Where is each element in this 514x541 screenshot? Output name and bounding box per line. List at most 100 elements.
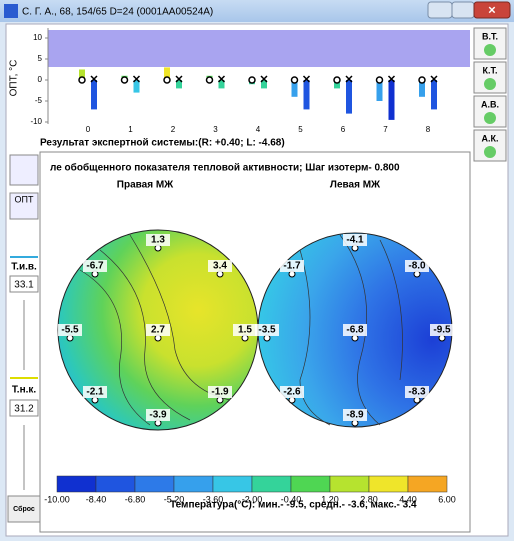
bar xyxy=(334,80,340,89)
point-label: -6.7 xyxy=(86,261,104,272)
side-button-label: К.Т. xyxy=(483,65,498,75)
button-icon xyxy=(484,146,496,158)
y-tick-label: -10 xyxy=(30,117,42,126)
point-label: 2.7 xyxy=(151,325,165,336)
marker-x: ✕ xyxy=(302,74,311,86)
y-tick-label: 10 xyxy=(33,33,42,42)
reset: Сброс xyxy=(13,505,35,513)
x-tick-label: 6 xyxy=(341,125,346,134)
marker-x: ✕ xyxy=(387,74,396,86)
point-label-bg xyxy=(280,386,304,398)
bar xyxy=(91,80,97,110)
point-label-bg xyxy=(208,386,232,398)
y-tick-label: 5 xyxy=(38,54,43,63)
colorbar-segment xyxy=(368,475,409,493)
point-label-bg xyxy=(343,324,367,336)
point-label: -3.5 xyxy=(258,325,276,336)
marker-x: ✕ xyxy=(132,74,141,86)
stats: Температура(°C): мин.- -9.5, средн.- -3.… xyxy=(170,500,417,511)
point-label-bg xyxy=(430,324,454,336)
marker-x: ✕ xyxy=(344,74,353,86)
colorbar-label: -5.20 xyxy=(164,494,185,504)
point-label: 1.3 xyxy=(151,235,165,246)
colorbar-segment xyxy=(173,475,214,493)
point-label-bg xyxy=(255,324,279,336)
point-label-bg xyxy=(83,260,107,272)
x-tick-label: 4 xyxy=(256,125,261,134)
y-tick-label: 0 xyxy=(38,75,43,84)
marker-x: ✕ xyxy=(429,74,438,86)
t-iv: 33.1 xyxy=(14,280,34,291)
marker-o xyxy=(248,76,256,84)
point-label: 3.4 xyxy=(213,261,227,272)
marker-o xyxy=(205,76,214,84)
point-label: -8.9 xyxy=(346,410,364,421)
marker-o xyxy=(418,76,426,84)
point-label-bg xyxy=(405,386,429,398)
point-label: -2.6 xyxy=(283,387,301,398)
marker-o xyxy=(163,76,171,84)
bar xyxy=(303,80,310,110)
t-iv-box[interactable] xyxy=(9,275,39,293)
colorbar-segment xyxy=(95,475,136,493)
point-label: -1.7 xyxy=(283,261,301,272)
map-title: Левая МЖ xyxy=(330,180,381,191)
norm-band xyxy=(48,30,470,67)
point-label: -3.9 xyxy=(149,410,167,421)
minimize[interactable] xyxy=(427,1,453,19)
point-label: 1.5 xyxy=(238,325,252,336)
point-label: -5.5 xyxy=(61,325,79,336)
x-tick-label: 7 xyxy=(383,125,388,134)
bar xyxy=(79,69,85,80)
map-title: Правая МЖ xyxy=(117,180,174,191)
button-icon xyxy=(484,44,496,56)
point-label: -1.9 xyxy=(211,387,229,398)
bar xyxy=(346,80,352,114)
colorbar-segment xyxy=(134,475,175,493)
x-tick-label: 8 xyxy=(426,125,431,134)
bar xyxy=(133,80,140,93)
point-label-bg xyxy=(58,324,82,336)
point-label: -2.1 xyxy=(86,387,104,398)
colorbar-label: 2.80 xyxy=(360,494,378,504)
side-button-label: А.В. xyxy=(481,99,499,109)
x-tick-label: 2 xyxy=(171,125,176,134)
point-label-bg xyxy=(83,386,107,398)
colorbar-label: -2.00 xyxy=(242,494,263,504)
heading: ле обобщенного показателя тепловой актив… xyxy=(50,162,400,174)
marker-o xyxy=(290,76,299,84)
isotherms xyxy=(79,234,403,426)
side-button-label: А.К. xyxy=(482,133,499,143)
colorbar-segment xyxy=(329,475,370,493)
reset-button[interactable] xyxy=(7,495,41,523)
t-iv-label: Т.и.в. xyxy=(11,262,37,273)
marker-o xyxy=(120,76,129,84)
colorbar-segment xyxy=(212,475,253,493)
opt-button[interactable] xyxy=(9,192,39,220)
maximize[interactable] xyxy=(451,1,475,19)
point-label-bg xyxy=(405,260,429,272)
colorbar-label: -0.40 xyxy=(281,494,302,504)
point-label-bg xyxy=(343,234,367,246)
button-icon xyxy=(484,78,496,90)
colorbar-label: -6.80 xyxy=(125,494,146,504)
marker-o xyxy=(375,76,384,84)
marker-x: ✕ xyxy=(174,74,183,86)
close[interactable] xyxy=(473,1,511,19)
colorbar-segment xyxy=(56,475,97,493)
marker-x: ✕ xyxy=(89,74,98,86)
t-nk-box[interactable] xyxy=(9,399,39,417)
point-label-bg xyxy=(146,409,170,421)
bar xyxy=(388,80,395,120)
close-x: ✕ xyxy=(488,6,496,17)
t-nk-label: Т.н.к. xyxy=(12,385,37,396)
x-tick-label: 5 xyxy=(298,125,303,134)
point-label-bg xyxy=(146,234,170,246)
colorbar-label: -3.60 xyxy=(203,494,224,504)
colorbar-label: -10.00 xyxy=(44,494,70,504)
point-label-bg xyxy=(208,260,232,272)
graph-button[interactable] xyxy=(9,154,39,186)
colorbar-segment xyxy=(407,475,448,493)
